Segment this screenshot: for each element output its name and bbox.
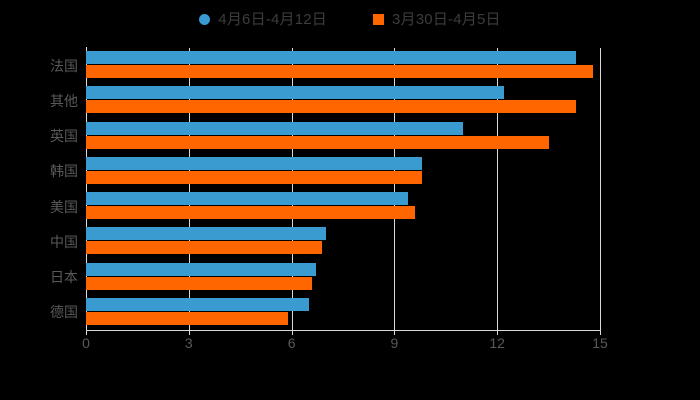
bar-group bbox=[86, 83, 600, 118]
x-axis-tick-label-3: 3 bbox=[184, 335, 193, 351]
x-axis-tick-label-6: 6 bbox=[287, 335, 296, 351]
bar-1-4[interactable] bbox=[86, 206, 415, 219]
legend-item-series-1[interactable]: 3月30日-4月5日 bbox=[373, 12, 501, 27]
y-axis-label-3: 韩国 bbox=[50, 163, 78, 180]
x-axis-tick-mark-9 bbox=[394, 330, 396, 335]
x-axis-tick-labels: 0 3 6 9 12 15 bbox=[0, 335, 700, 355]
legend-label-series-1: 3月30日-4月5日 bbox=[392, 10, 501, 28]
bar-0-3[interactable] bbox=[86, 156, 422, 170]
bar-group bbox=[86, 119, 600, 154]
legend-swatch-circle-icon bbox=[199, 13, 211, 25]
x-axis-tick-label-15: 15 bbox=[592, 335, 608, 351]
bar-0-7[interactable] bbox=[86, 297, 309, 311]
bar-group bbox=[86, 260, 600, 295]
y-axis-label-0: 法国 bbox=[50, 57, 78, 74]
legend-item-series-0[interactable]: 4月6日-4月12日 bbox=[199, 12, 327, 27]
legend-label-series-0: 4月6日-4月12日 bbox=[218, 10, 327, 28]
gridline-9 bbox=[394, 48, 396, 330]
legend-swatch-square-icon bbox=[373, 13, 384, 25]
bar-0-0[interactable] bbox=[86, 51, 576, 64]
x-axis-tick-label-9: 9 bbox=[390, 335, 399, 351]
gridline-0 bbox=[86, 48, 87, 330]
bar-0-5[interactable] bbox=[86, 227, 326, 241]
x-axis-tick-mark-0 bbox=[86, 330, 87, 335]
y-axis-label-1: 其他 bbox=[50, 92, 78, 109]
y-axis-label-2: 英国 bbox=[50, 128, 78, 145]
y-axis-label-5: 中国 bbox=[50, 233, 78, 250]
plot-area bbox=[86, 48, 601, 330]
gridline-3 bbox=[188, 48, 190, 330]
bar-1-2[interactable] bbox=[86, 135, 549, 149]
x-axis-tick-label-0: 0 bbox=[82, 335, 90, 351]
bar-0-1[interactable] bbox=[86, 86, 505, 100]
bar-0-4[interactable] bbox=[86, 192, 409, 205]
gridline-12 bbox=[497, 48, 499, 330]
bar-group bbox=[86, 154, 600, 189]
y-axis-label-7: 德国 bbox=[50, 304, 78, 321]
bar-0-2[interactable] bbox=[86, 121, 463, 135]
bar-1-5[interactable] bbox=[86, 241, 323, 255]
bar-group bbox=[86, 224, 600, 259]
bar-group bbox=[86, 295, 600, 330]
bar-group bbox=[86, 189, 600, 224]
x-axis-tick-mark-15 bbox=[600, 330, 601, 335]
bar-1-6[interactable] bbox=[86, 276, 313, 290]
x-axis-line bbox=[86, 330, 601, 331]
bar-0-6[interactable] bbox=[86, 262, 316, 276]
bar-1-7[interactable] bbox=[86, 311, 289, 325]
bar-1-3[interactable] bbox=[86, 170, 422, 184]
gridline-15 bbox=[600, 48, 601, 330]
chart-legend: 4月6日-4月12日 3月30日-4月5日 bbox=[0, 6, 700, 32]
y-axis-category-labels: 法国其他英国韩国美国中国日本德国 bbox=[0, 48, 78, 330]
gridline-6 bbox=[291, 48, 293, 330]
x-axis-tick-mark-6 bbox=[291, 330, 293, 335]
x-axis-tick-mark-12 bbox=[497, 330, 499, 335]
y-axis-label-6: 日本 bbox=[50, 269, 78, 286]
bar-1-1[interactable] bbox=[86, 100, 576, 114]
x-axis-tick-mark-3 bbox=[188, 330, 190, 335]
bar-group bbox=[86, 48, 600, 83]
x-axis-tick-label-12: 12 bbox=[489, 335, 505, 351]
bar-1-0[interactable] bbox=[86, 65, 594, 78]
y-axis-label-4: 美国 bbox=[50, 198, 78, 215]
